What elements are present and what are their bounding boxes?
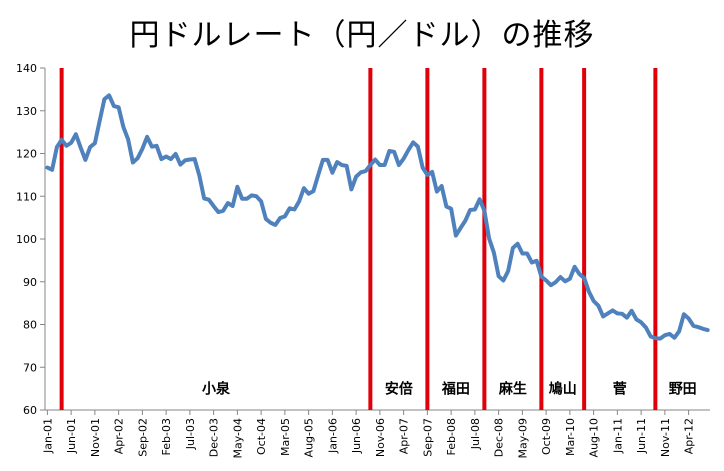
y-tick-label: 120 <box>16 148 37 161</box>
x-tick-label: May-09 <box>516 418 529 459</box>
y-tick-label: 130 <box>16 105 37 118</box>
x-tick-label: Nov-01 <box>89 418 102 457</box>
x-tick-label: Jun-01 <box>65 418 78 454</box>
x-tick-label: Oct-09 <box>540 418 553 455</box>
x-tick-label: Oct-04 <box>255 418 268 455</box>
x-tick-label: Dec-03 <box>208 418 221 457</box>
x-tick-label: Sep-07 <box>421 418 434 457</box>
cabinet-label: 小泉 <box>202 381 231 398</box>
x-tick-label: Jan-01 <box>41 418 54 454</box>
series-line <box>45 93 710 341</box>
x-tick-label: Apr-02 <box>113 418 126 454</box>
y-tick-label: 70 <box>23 361 37 374</box>
chart-title: 円ドルレート（円／ドル）の推移 <box>129 18 595 53</box>
axes-group: 60 70 80 90 100 110 120 130 140 Jan-01 Jun-01 Nov-0… <box>16 62 710 459</box>
x-tick-label: Aug-10 <box>588 418 601 457</box>
x-tick-label: Feb-03 <box>160 418 173 455</box>
series-group <box>45 93 710 341</box>
cabinet-label: 菅 <box>613 381 627 398</box>
cabinet-label: 麻生 <box>498 381 527 398</box>
x-tick-label: Aug-05 <box>303 418 316 457</box>
x-tick-label: Mar-05 <box>279 418 292 456</box>
x-tick-label: Mar-10 <box>564 418 577 456</box>
y-tick-label: 140 <box>16 62 37 75</box>
y-tick-label: 100 <box>16 233 37 246</box>
x-tick-label: Feb-08 <box>445 418 458 455</box>
x-tick-label: May-04 <box>231 418 244 459</box>
y-tick-label: 80 <box>23 319 37 332</box>
x-tick-label: Apr-12 <box>683 418 696 454</box>
x-tick-label: Nov-06 <box>374 418 387 457</box>
y-tick-label: 110 <box>16 190 37 203</box>
x-tick-label: Jan-11 <box>611 418 624 454</box>
cabinet-label: 野田 <box>669 382 697 398</box>
x-tick-label: Jul-03 <box>184 418 197 450</box>
x-tick-label: Dec-08 <box>493 418 506 457</box>
x-tick-label: Jul-08 <box>469 418 482 450</box>
x-tick-label: Sep-02 <box>136 418 149 457</box>
x-tick-label: Apr-07 <box>398 418 411 454</box>
cabinet-labels-group: 小泉 安倍 福田 麻生 鳩山 菅 野田 <box>202 381 697 398</box>
x-tick-label: Jun-11 <box>635 418 648 454</box>
x-tick-label: Jan-06 <box>326 418 339 454</box>
x-tick-label: Jun-06 <box>350 418 363 454</box>
cabinet-markers-group <box>59 68 658 410</box>
x-tick-label: Nov-11 <box>659 418 672 457</box>
cabinet-label: 福田 <box>441 381 470 398</box>
cabinet-label: 安倍 <box>385 381 413 398</box>
y-tick-label: 90 <box>23 276 37 289</box>
y-tick-label: 60 <box>23 404 37 417</box>
cabinet-label: 鳩山 <box>549 381 577 398</box>
